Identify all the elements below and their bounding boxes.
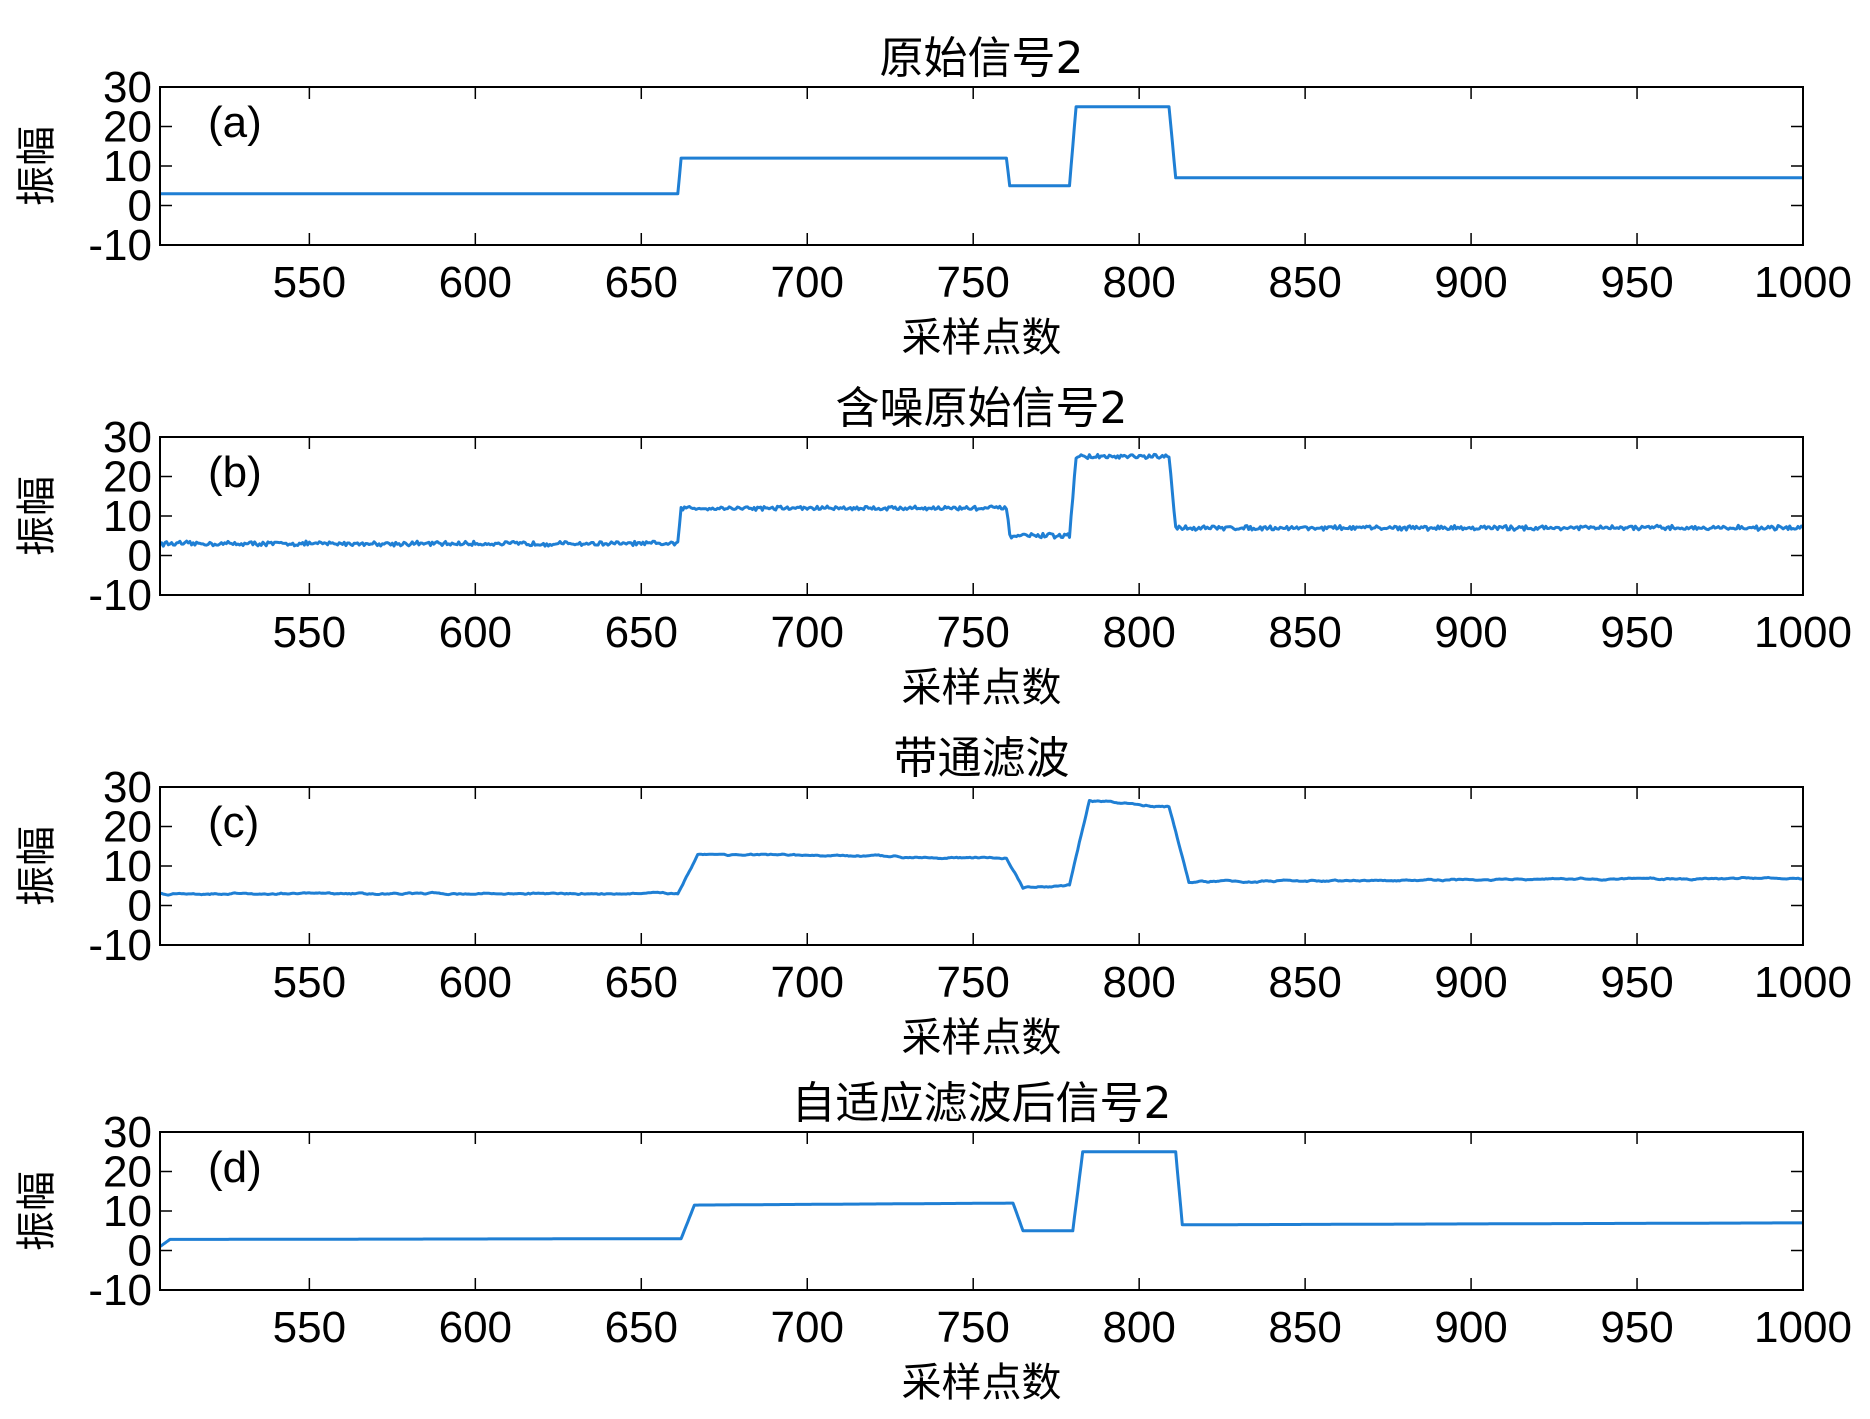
series-line bbox=[159, 1150, 1804, 1248]
y-tick-label: 10 bbox=[103, 492, 152, 541]
x-tick-label: 950 bbox=[1600, 1303, 1673, 1352]
x-axis-label: 采样点数 bbox=[902, 315, 1062, 361]
y-tick-label: -10 bbox=[88, 571, 152, 620]
x-tick-label: 800 bbox=[1102, 608, 1175, 657]
x-tick-label: 750 bbox=[936, 608, 1009, 657]
x-tick-label: 1000 bbox=[1754, 608, 1852, 657]
panel-label: (c) bbox=[208, 798, 259, 847]
y-axis-label: 振幅 bbox=[14, 126, 60, 206]
x-tick-label: 600 bbox=[439, 258, 512, 307]
axes-frame bbox=[159, 1131, 1804, 1291]
y-tick-label: 30 bbox=[103, 763, 152, 812]
y-tick-label: 0 bbox=[128, 882, 152, 931]
y-tick-label: 30 bbox=[103, 63, 152, 112]
x-tick-label: 850 bbox=[1268, 608, 1341, 657]
x-tick-label: 900 bbox=[1434, 258, 1507, 307]
y-tick-label: 20 bbox=[103, 803, 152, 852]
series-line bbox=[160, 105, 1803, 196]
x-tick-label: 600 bbox=[439, 958, 512, 1007]
axes-frame bbox=[159, 86, 1804, 246]
x-tick-label: 800 bbox=[1102, 258, 1175, 307]
y-tick-label: 20 bbox=[103, 1148, 152, 1197]
axes-frame bbox=[159, 436, 1804, 596]
panel-label: (a) bbox=[208, 98, 262, 147]
y-axis-label: 振幅 bbox=[14, 476, 60, 556]
x-tick-label: 600 bbox=[439, 608, 512, 657]
series-line bbox=[158, 452, 1804, 548]
x-tick-label: 1000 bbox=[1754, 258, 1852, 307]
x-tick-label: 650 bbox=[605, 258, 678, 307]
panel-title: 带通滤波 bbox=[894, 733, 1070, 784]
x-tick-label: 850 bbox=[1268, 1303, 1341, 1352]
x-tick-label: 900 bbox=[1434, 1303, 1507, 1352]
panel-title: 含噪原始信号2 bbox=[836, 383, 1128, 434]
x-tick-label: 750 bbox=[936, 958, 1009, 1007]
x-tick-label: 600 bbox=[439, 1303, 512, 1352]
x-tick-label: 1000 bbox=[1754, 1303, 1852, 1352]
y-axis-label: 振幅 bbox=[14, 1171, 60, 1251]
y-tick-label: 20 bbox=[103, 453, 152, 502]
panel-title: 原始信号2 bbox=[880, 33, 1084, 84]
x-tick-label: 700 bbox=[771, 1303, 844, 1352]
x-tick-label: 850 bbox=[1268, 958, 1341, 1007]
y-tick-label: -10 bbox=[88, 921, 152, 970]
x-tick-label: 900 bbox=[1434, 958, 1507, 1007]
y-tick-label: 10 bbox=[103, 1187, 152, 1236]
x-tick-label: 950 bbox=[1600, 258, 1673, 307]
x-tick-label: 950 bbox=[1600, 958, 1673, 1007]
x-tick-label: 550 bbox=[273, 958, 346, 1007]
x-tick-label: 700 bbox=[771, 958, 844, 1007]
x-tick-label: 850 bbox=[1268, 258, 1341, 307]
y-tick-label: 0 bbox=[128, 1227, 152, 1276]
x-tick-label: 650 bbox=[605, 1303, 678, 1352]
panel-label: (d) bbox=[208, 1143, 262, 1192]
y-tick-label: 0 bbox=[128, 532, 152, 581]
axes-frame bbox=[159, 786, 1804, 946]
x-tick-label: 650 bbox=[605, 958, 678, 1007]
x-tick-label: 900 bbox=[1434, 608, 1507, 657]
y-tick-label: 30 bbox=[103, 1108, 152, 1157]
x-tick-label: 700 bbox=[771, 608, 844, 657]
y-tick-label: -10 bbox=[88, 1266, 152, 1315]
x-tick-label: 800 bbox=[1102, 1303, 1175, 1352]
series-line bbox=[159, 799, 1804, 897]
y-axis-label: 振幅 bbox=[14, 826, 60, 906]
x-tick-label: 800 bbox=[1102, 958, 1175, 1007]
x-tick-label: 750 bbox=[936, 1303, 1009, 1352]
x-tick-label: 700 bbox=[771, 258, 844, 307]
x-tick-label: 1000 bbox=[1754, 958, 1852, 1007]
panel-label: (b) bbox=[208, 448, 262, 497]
y-tick-label: 10 bbox=[103, 842, 152, 891]
x-tick-label: 550 bbox=[273, 258, 346, 307]
x-tick-label: 750 bbox=[936, 258, 1009, 307]
y-tick-label: 10 bbox=[103, 142, 152, 191]
x-axis-label: 采样点数 bbox=[902, 1360, 1062, 1406]
x-tick-label: 550 bbox=[273, 1303, 346, 1352]
x-axis-label: 采样点数 bbox=[902, 1015, 1062, 1061]
x-tick-label: 550 bbox=[273, 608, 346, 657]
x-tick-label: 950 bbox=[1600, 608, 1673, 657]
x-axis-label: 采样点数 bbox=[902, 665, 1062, 711]
x-tick-label: 650 bbox=[605, 608, 678, 657]
y-tick-label: 0 bbox=[128, 182, 152, 231]
y-tick-label: 20 bbox=[103, 103, 152, 152]
y-tick-label: 30 bbox=[103, 413, 152, 462]
panel-title: 自适应滤波后信号2 bbox=[792, 1078, 1172, 1129]
y-tick-label: -10 bbox=[88, 221, 152, 270]
